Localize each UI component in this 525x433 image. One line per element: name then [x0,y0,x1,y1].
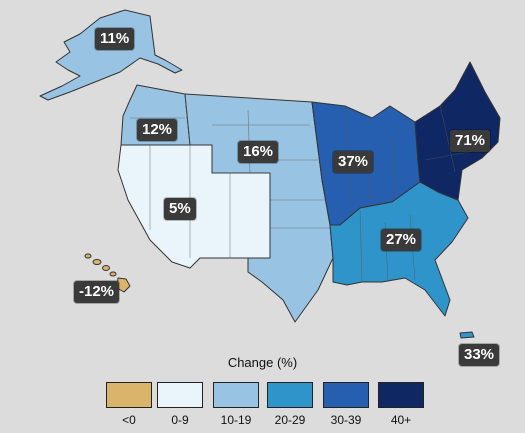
legend-title: Change (%) [227,355,298,370]
legend-label: 40+ [390,413,412,427]
legend-swatch [213,382,259,408]
region-label: 71% [450,130,491,152]
legend-label: 30-39 [330,413,362,427]
region-label: 5% [164,198,196,220]
region-label: 16% [238,141,279,163]
region-label: 27% [381,229,422,251]
legend-label: 20-29 [274,413,306,427]
region-puerto-rico [459,331,475,339]
legend-swatch [378,382,424,408]
legend-label: 10-19 [220,413,252,427]
region-label: 11% [95,28,135,50]
legend-swatch [323,382,369,408]
legend-label: 0-9 [171,413,189,427]
region-label: 12% [137,119,178,141]
region-label: -12% [74,281,120,303]
legend-label: <0 [122,413,136,427]
region-label: 37% [333,151,374,173]
region-label: 33% [459,344,500,366]
legend-swatch [267,382,313,408]
legend-swatch [157,382,203,408]
legend-swatch [106,382,152,408]
region-alaska [39,9,183,101]
